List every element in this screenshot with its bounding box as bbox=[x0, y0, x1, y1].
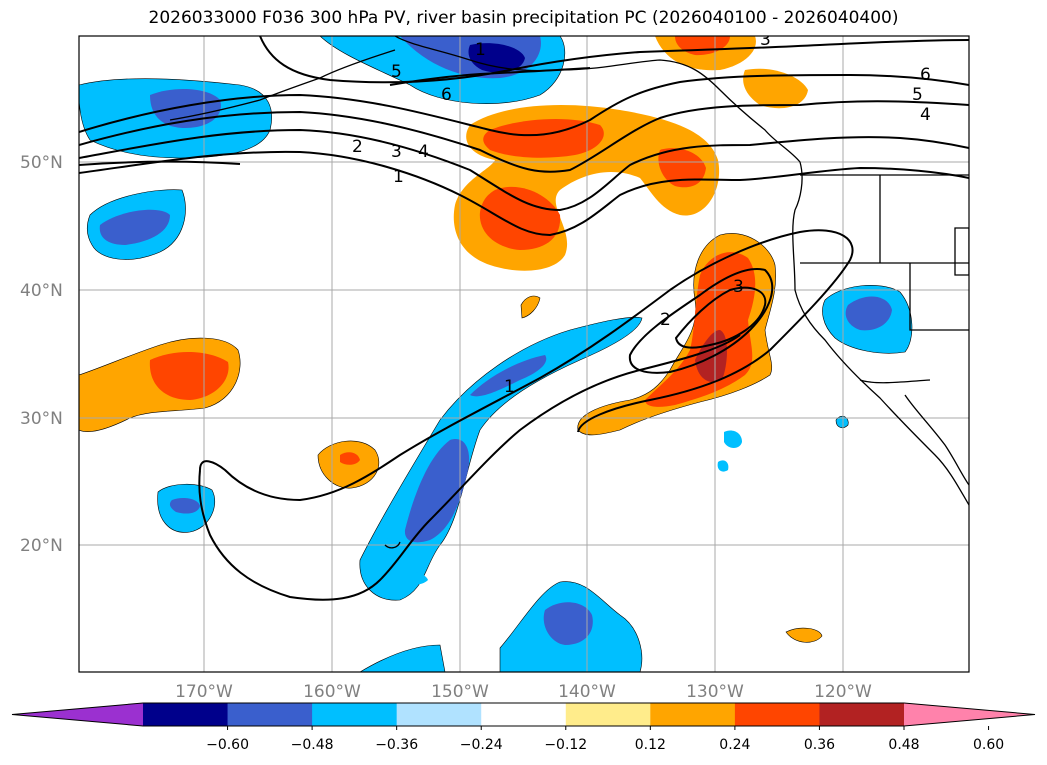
colorbar-tick-label: −0.60 bbox=[206, 737, 249, 753]
colorbar-tick-label: 0.36 bbox=[804, 737, 835, 753]
colorbar-segment bbox=[481, 703, 567, 726]
lon-label: 170°W bbox=[175, 682, 233, 702]
map-title: 2026033000 F036 300 hPa PV, river basin … bbox=[148, 8, 899, 28]
contour-label: 1 bbox=[393, 167, 404, 187]
colorbar-tick-label: 0.12 bbox=[635, 737, 666, 753]
colorbar-tick-label: 0.60 bbox=[973, 737, 1004, 753]
colorbar-extend-max bbox=[904, 703, 1035, 726]
colorbar-tick-label: −0.36 bbox=[375, 737, 418, 753]
latitude-labels: 50°N 40°N 30°N 20°N bbox=[20, 153, 63, 556]
contour-label: 2 bbox=[580, 10, 591, 30]
precip-shading-positive bbox=[79, 36, 823, 643]
lat-label: 50°N bbox=[20, 153, 63, 173]
colorbar-segment bbox=[143, 703, 229, 726]
lon-label: 130°W bbox=[686, 682, 744, 702]
contour-label: 1 bbox=[504, 377, 515, 397]
lon-label: 160°W bbox=[303, 682, 361, 702]
colorbar-tick-label: −0.24 bbox=[460, 737, 503, 753]
colorbar-segment bbox=[650, 703, 736, 726]
lat-label: 30°N bbox=[20, 409, 63, 429]
pv-contour-labels: 1 2 3 4 5 6 1 2 3 1 2 3 4 5 6 bbox=[352, 10, 931, 397]
contour-label: 2 bbox=[352, 137, 363, 157]
contour-label: 5 bbox=[912, 85, 923, 105]
longitude-labels: 170°W 160°W 150°W 140°W 130°W 120°W bbox=[175, 682, 872, 702]
colorbar-segment bbox=[312, 703, 398, 726]
map-frame bbox=[78, 35, 970, 673]
colorbar-outline bbox=[11, 702, 1036, 727]
colorbar-segment bbox=[565, 703, 651, 726]
contour-label: 4 bbox=[418, 142, 429, 162]
colorbar-tick-label: −0.12 bbox=[544, 737, 587, 753]
map-gridlines bbox=[79, 36, 969, 672]
lat-label: 40°N bbox=[20, 281, 63, 301]
lon-label: 140°W bbox=[558, 682, 616, 702]
contour-label: 4 bbox=[920, 105, 931, 125]
contour-label: 1 bbox=[475, 40, 486, 60]
colorbar-tick-label: 0.24 bbox=[719, 737, 750, 753]
contour-label: 3 bbox=[733, 277, 744, 297]
colorbar: −0.60 −0.48 −0.36 −0.24 −0.12 0.12 0.24 0.36 0.4… bbox=[11, 702, 1036, 753]
lat-label: 20°N bbox=[20, 536, 63, 556]
colorbar-tick-label: −0.48 bbox=[291, 737, 334, 753]
map-content: 1 2 3 4 5 6 1 2 3 1 2 3 4 5 6 bbox=[79, 10, 969, 672]
colorbar-extend-min bbox=[12, 703, 143, 726]
colorbar-segment bbox=[734, 703, 820, 726]
contour-label: 6 bbox=[441, 85, 452, 105]
colorbar-segment bbox=[819, 703, 905, 726]
lon-label: 120°W bbox=[814, 682, 872, 702]
contour-label: 5 bbox=[391, 62, 402, 82]
contour-label: 3 bbox=[760, 30, 771, 50]
colorbar-tick-label: 0.48 bbox=[888, 737, 919, 753]
contour-label: 2 bbox=[660, 310, 671, 330]
colorbar-segment bbox=[396, 703, 482, 726]
contour-label: 3 bbox=[391, 142, 402, 162]
pv-contours bbox=[79, 36, 969, 601]
contour-label: 6 bbox=[920, 65, 931, 85]
lon-label: 150°W bbox=[431, 682, 489, 702]
colorbar-segment bbox=[227, 703, 313, 726]
